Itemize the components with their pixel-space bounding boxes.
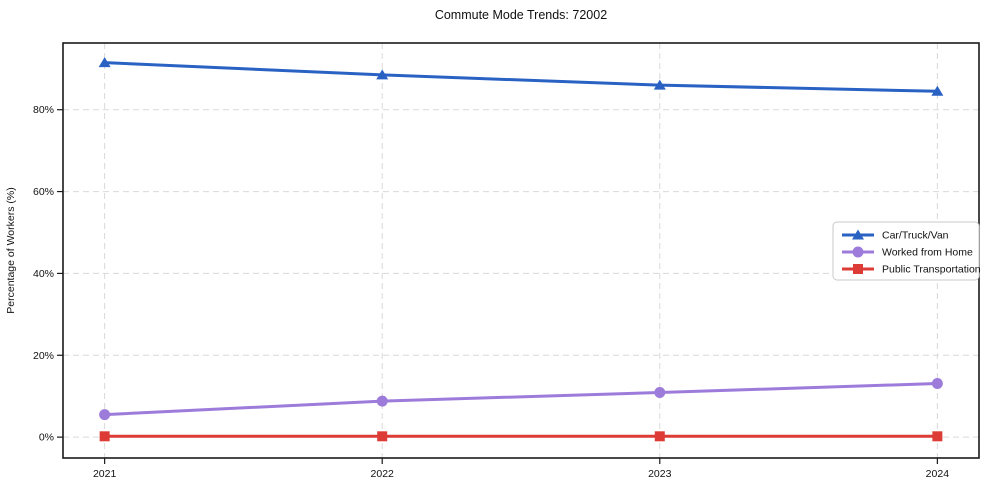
xtick-label-2022: 2022 [371,468,395,480]
legend-marker-public-transportation [853,264,863,274]
series-line-worked-from-home [103,382,939,417]
marker-car-truck-van-2024 [931,85,944,96]
ytick-label-0: 0% [39,432,54,444]
marker-worked-from-home-2023 [654,387,666,399]
ytick-label-20: 20% [33,350,54,362]
xtick-label-2023: 2023 [648,468,672,480]
legend-marker-worked-from-home [852,246,864,258]
xtick-label-2024: 2024 [926,468,950,480]
ytick-label-60: 60% [33,186,54,198]
ytick-label-40: 40% [33,268,54,280]
legend-label-worked-from-home: Worked from Home [882,247,973,259]
marker-public-transportation-2022 [377,431,388,442]
marker-car-truck-van-2023 [653,79,666,90]
marker-public-transportation-2023 [654,431,665,442]
chart-title: Commute Mode Trends: 72002 [434,8,608,22]
marker-worked-from-home-2021 [99,409,111,421]
series-line-car-truck-van [103,61,939,93]
y-axis-label: Percentage of Workers (%) [5,187,17,313]
ytick-label-80: 80% [33,104,54,116]
series-layer [98,57,944,442]
marker-public-transportation-2024 [932,431,943,442]
legend-label-public-transportation: Public Transportation [882,264,981,276]
legend-marker-car-truck-van [852,229,864,240]
legend: Car/Truck/Van Worked from Home Public Tran… [832,221,981,281]
legend-label-car-truck-van: Car/Truck/Van [882,230,949,242]
marker-car-truck-van-2022 [376,69,389,80]
marker-public-transportation-2021 [99,431,110,442]
marker-worked-from-home-2024 [931,378,943,390]
marker-worked-from-home-2022 [376,395,388,407]
marker-car-truck-van-2021 [98,57,111,68]
xtick-label-2021: 2021 [93,468,117,480]
